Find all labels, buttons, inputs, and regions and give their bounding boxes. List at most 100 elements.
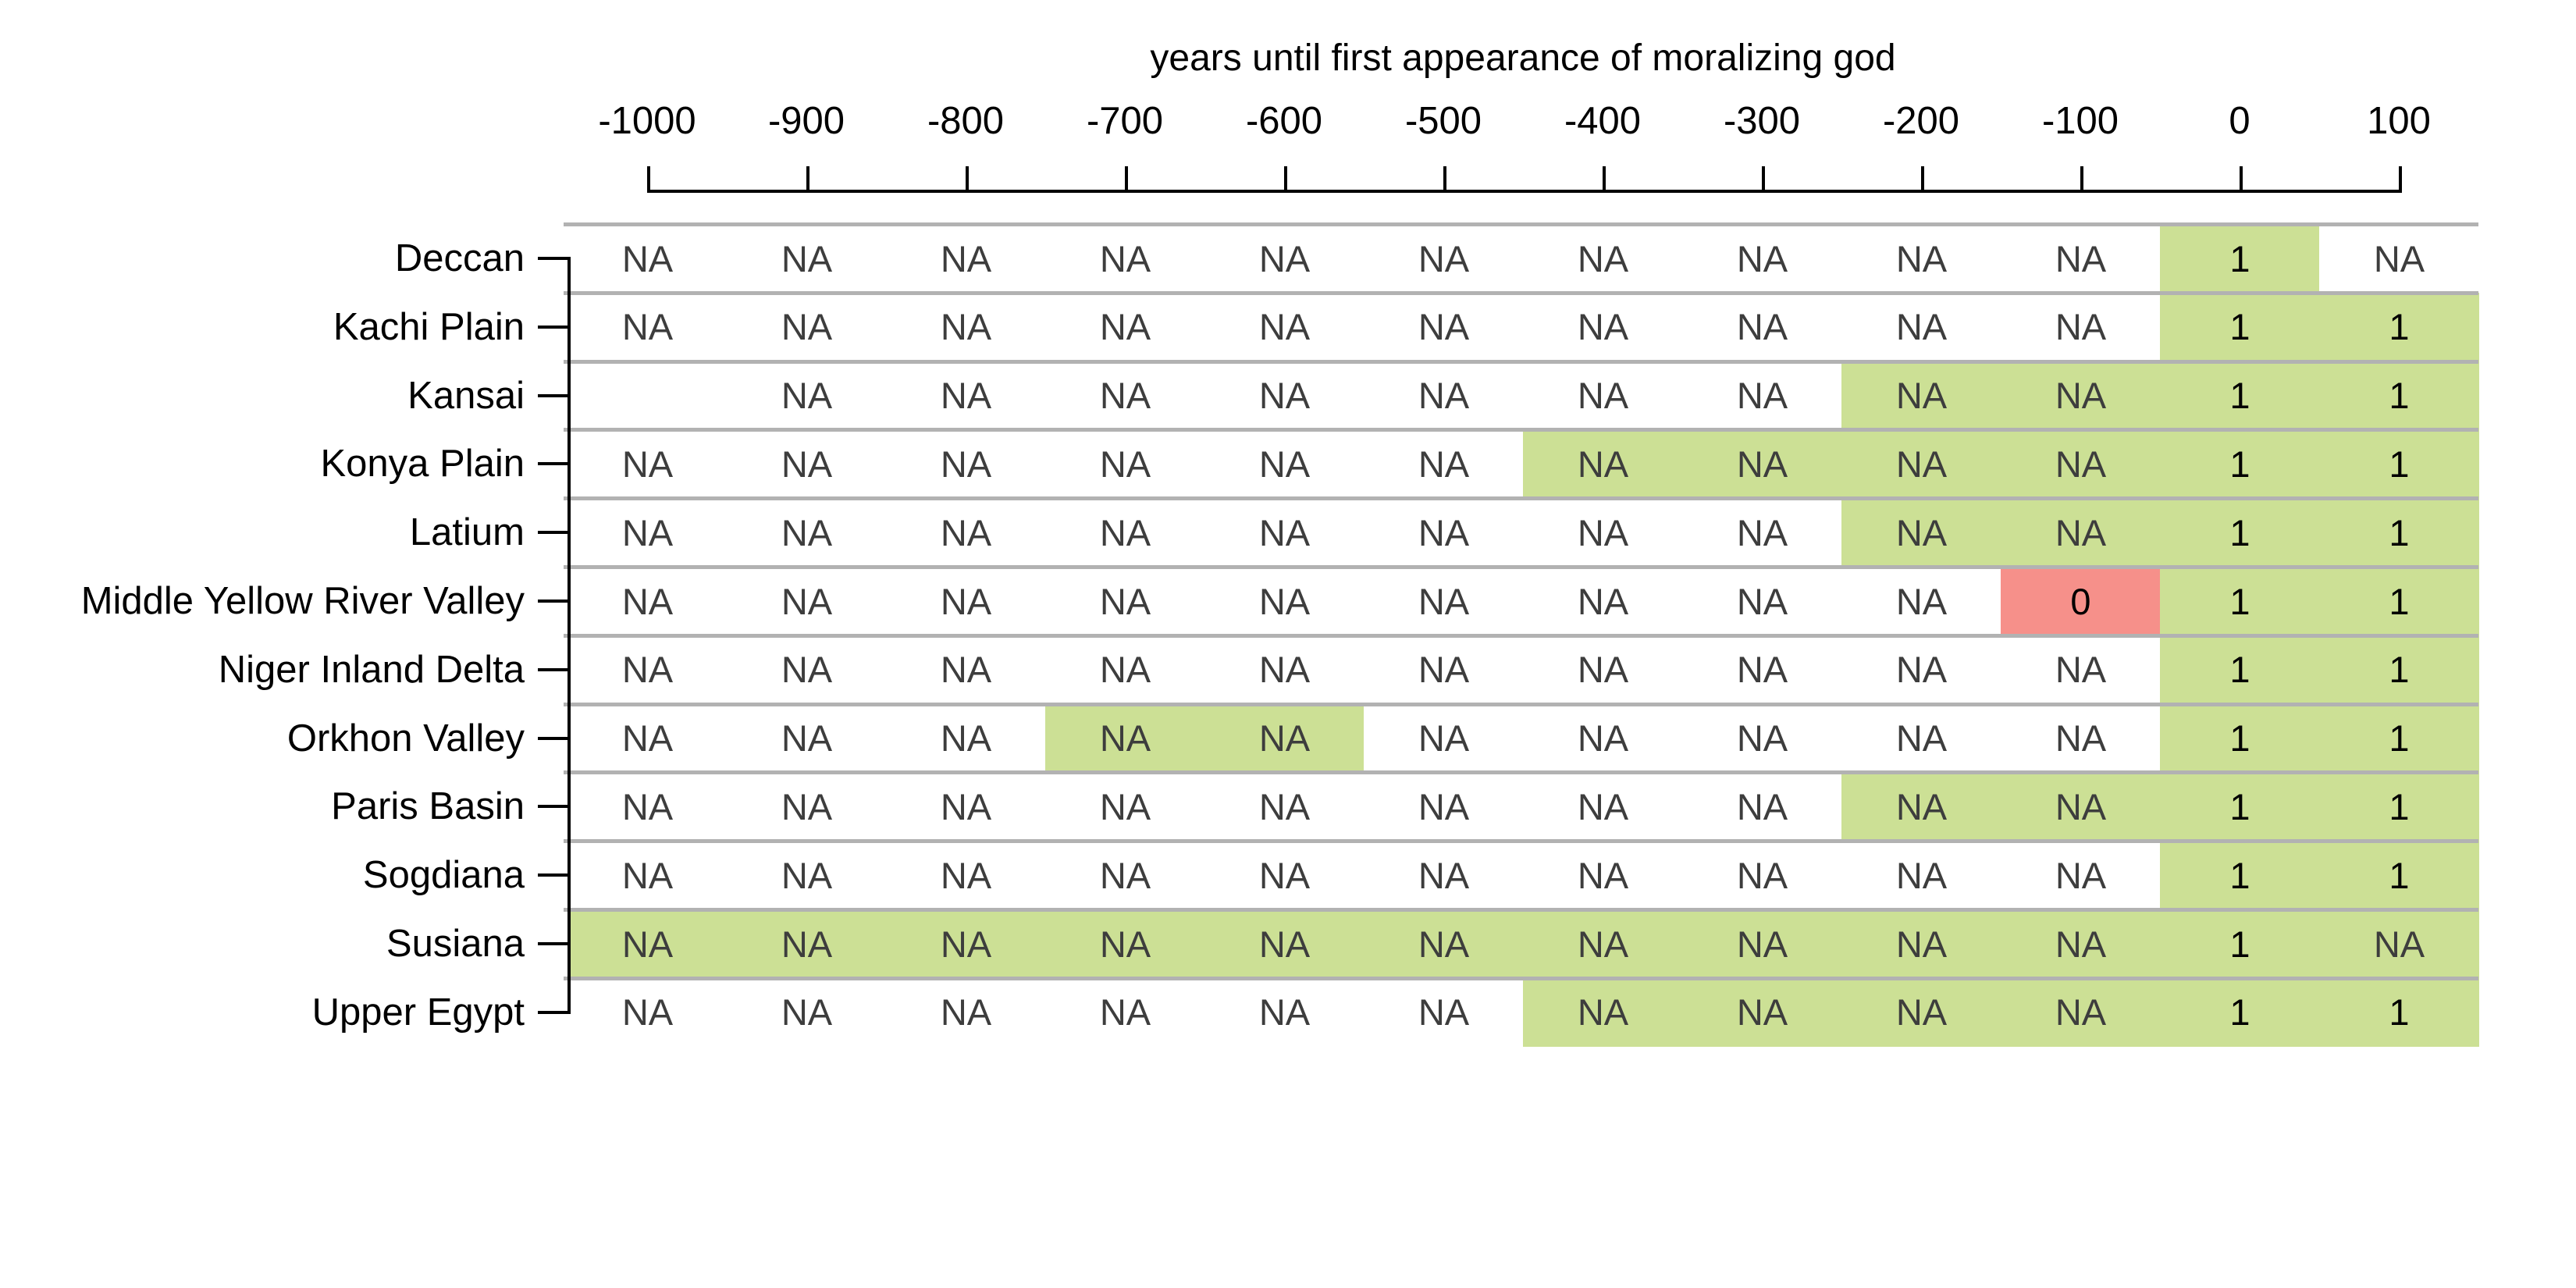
- chart-title: years until first appearance of moralizi…: [1150, 37, 1896, 79]
- row-separator: [564, 839, 2478, 844]
- heatmap-cell: NA: [1045, 429, 1205, 499]
- heatmap-cell: NA: [568, 635, 728, 704]
- heatmap-cell: 1: [2160, 498, 2320, 568]
- heatmap-cell: NA: [886, 429, 1046, 499]
- row-separator: [564, 770, 2478, 775]
- heatmap-cell: NA: [568, 567, 728, 635]
- heatmap-cell: NA: [1364, 429, 1524, 499]
- x-axis-tick-label: -700: [1086, 100, 1164, 142]
- row-label: Niger Inland Delta: [218, 648, 525, 691]
- x-axis-tick-label: -800: [927, 100, 1005, 142]
- heatmap-cell: NA: [1364, 635, 1524, 704]
- heatmap-cell: NA: [727, 498, 887, 568]
- heatmap-cell: NA: [1682, 429, 1842, 499]
- y-axis-tick: [538, 873, 571, 877]
- x-axis-tick: [1762, 166, 1765, 193]
- heatmap-cell: NA: [1841, 909, 2001, 978]
- heatmap-cell: NA: [727, 772, 887, 841]
- heatmap-cell: NA: [1523, 635, 1683, 704]
- y-axis-tick: [538, 941, 571, 945]
- heatmap-cell: NA: [1204, 977, 1364, 1047]
- x-axis-tick: [2240, 166, 2243, 193]
- heatmap-cell: NA: [1523, 841, 1683, 910]
- row-label: Deccan: [394, 237, 525, 279]
- heatmap-cell: NA: [1045, 567, 1205, 635]
- heatmap-cell: NA: [1523, 772, 1683, 841]
- heatmap-cell: 1: [2160, 224, 2320, 293]
- heatmap-cell: 1: [2319, 977, 2479, 1047]
- x-axis-tick: [966, 166, 969, 193]
- heatmap-cell: NA: [1045, 635, 1205, 704]
- x-axis-tick: [1443, 166, 1446, 193]
- heatmap-cell: NA: [1682, 635, 1842, 704]
- heatmap-cell: NA: [1682, 977, 1842, 1047]
- row-separator: [564, 290, 2478, 295]
- heatmap-cell: NA: [1045, 841, 1205, 910]
- heatmap-cell: 1: [2160, 772, 2320, 841]
- heatmap-cell: 1: [2319, 703, 2479, 773]
- heatmap-cell: 1: [2160, 635, 2320, 704]
- heatmap-cell: NA: [1045, 703, 1205, 773]
- x-axis-tick-label: -100: [2041, 100, 2119, 142]
- heatmap-cell: NA: [1204, 429, 1364, 499]
- heatmap-cell: NA: [1523, 567, 1683, 635]
- heatmap-cell: NA: [727, 841, 887, 910]
- heatmap-cell: NA: [2319, 224, 2479, 293]
- heatmap-cell: NA: [2001, 841, 2161, 910]
- heatmap-cell: 1: [2160, 841, 2320, 910]
- heatmap-cell: 1: [2160, 567, 2320, 635]
- row-separator: [564, 976, 2478, 980]
- heatmap-cell: NA: [568, 292, 728, 361]
- heatmap-cell: NA: [727, 703, 887, 773]
- heatmap-cell: NA: [886, 977, 1046, 1047]
- heatmap-cell: NA: [1523, 224, 1683, 293]
- heatmap-cell: NA: [886, 909, 1046, 978]
- heatmap-cell: 0: [2001, 567, 2161, 635]
- heatmap-cell: 1: [2160, 977, 2320, 1047]
- heatmap-cell: NA: [1204, 567, 1364, 635]
- x-axis-tick-label: -200: [1882, 100, 1960, 142]
- heatmap-cell: NA: [568, 772, 728, 841]
- heatmap-cell: 1: [2319, 429, 2479, 499]
- heatmap-cell: NA: [2001, 429, 2161, 499]
- heatmap-cell: NA: [568, 703, 728, 773]
- heatmap-cell: NA: [1523, 498, 1683, 568]
- x-axis-tick-label: -600: [1245, 100, 1323, 142]
- heatmap-cell: NA: [727, 224, 887, 293]
- row-separator: [564, 496, 2478, 501]
- heatmap-cell: NA: [1841, 567, 2001, 635]
- heatmap-cell: NA: [1204, 498, 1364, 568]
- x-axis-tick: [1603, 166, 1606, 193]
- heatmap-cell: NA: [1045, 224, 1205, 293]
- heatmap-cell: 1: [2160, 361, 2320, 430]
- heatmap-cell: NA: [568, 498, 728, 568]
- heatmap-cell: NA: [1841, 635, 2001, 704]
- row-separator: [564, 908, 2478, 912]
- heatmap-cell: NA: [727, 292, 887, 361]
- heatmap-cell: NA: [2001, 703, 2161, 773]
- heatmap-cell: NA: [1364, 703, 1524, 773]
- heatmap-cell: NA: [886, 635, 1046, 704]
- x-axis-tick: [2080, 166, 2083, 193]
- heatmap-cell: NA: [1682, 841, 1842, 910]
- row-label: Kachi Plain: [333, 305, 525, 348]
- heatmap-cell: 1: [2319, 567, 2479, 635]
- row-label: Orkhon Valley: [286, 717, 525, 760]
- heatmap-cell: NA: [2001, 292, 2161, 361]
- row-label: Middle Yellow River Valley: [80, 579, 525, 622]
- heatmap-cell: NA: [2001, 361, 2161, 430]
- heatmap-cell: NA: [1045, 361, 1205, 430]
- heatmap-cell: 1: [2319, 292, 2479, 361]
- y-axis-tick: [538, 667, 571, 671]
- heatmap-cell: NA: [2001, 977, 2161, 1047]
- heatmap-cell: NA: [1523, 703, 1683, 773]
- heatmap-cell: NA: [1523, 909, 1683, 978]
- heatmap-cell: NA: [1523, 429, 1683, 499]
- heatmap-cell: NA: [568, 224, 728, 293]
- heatmap-cell: 1: [2319, 498, 2479, 568]
- heatmap-cell: NA: [1841, 361, 2001, 430]
- heatmap-cell: NA: [1841, 977, 2001, 1047]
- heatmap-cell: NA: [568, 909, 728, 978]
- heatmap-cell: NA: [886, 567, 1046, 635]
- heatmap-cell: NA: [1682, 703, 1842, 773]
